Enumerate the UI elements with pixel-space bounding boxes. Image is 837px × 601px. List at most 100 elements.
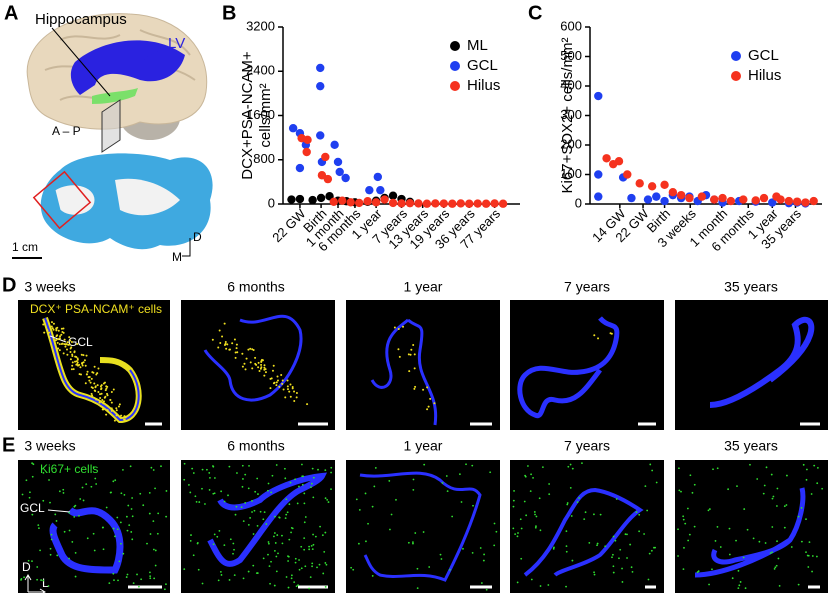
cell-dot bbox=[247, 348, 250, 351]
cell-dot bbox=[50, 325, 53, 328]
cell-dot bbox=[260, 366, 263, 369]
cell-dot bbox=[32, 463, 35, 466]
cell-dot bbox=[233, 574, 236, 576]
cell-dot bbox=[204, 503, 206, 505]
cell-dot bbox=[63, 530, 66, 533]
cell-dot bbox=[412, 488, 415, 491]
cell-dot bbox=[407, 541, 410, 544]
data-point bbox=[456, 199, 465, 208]
cell-dot bbox=[277, 552, 279, 555]
data-point bbox=[330, 140, 339, 150]
cell-dot bbox=[43, 331, 46, 334]
cell-dot bbox=[42, 471, 45, 474]
cell-dot bbox=[96, 384, 99, 387]
cell-dot bbox=[771, 497, 774, 500]
image-label: GCL bbox=[68, 335, 93, 349]
cell-dot bbox=[81, 486, 84, 489]
cell-dot bbox=[783, 526, 786, 529]
cell-dot bbox=[218, 329, 221, 332]
cell-dot bbox=[102, 548, 105, 551]
y-tick-label: 300 bbox=[560, 107, 582, 122]
cell-dot bbox=[807, 554, 810, 557]
cell-dot bbox=[288, 390, 291, 393]
cell-dot bbox=[513, 490, 515, 492]
cell-dot bbox=[777, 557, 780, 560]
cell-dot bbox=[229, 538, 232, 541]
cell-dot bbox=[66, 341, 69, 344]
cell-dot bbox=[612, 571, 615, 574]
cell-dot bbox=[756, 478, 759, 480]
cell-dot bbox=[618, 557, 620, 560]
cell-dot bbox=[47, 585, 50, 587]
data-point bbox=[295, 194, 305, 204]
cell-dot bbox=[108, 582, 111, 585]
data-point bbox=[448, 199, 457, 208]
cell-dot bbox=[228, 579, 231, 581]
cell-dot bbox=[118, 560, 121, 563]
cell-dot bbox=[293, 400, 296, 403]
cell-dot bbox=[471, 464, 474, 467]
cell-dot bbox=[225, 347, 228, 350]
cell-dot bbox=[330, 471, 332, 474]
cell-dot bbox=[83, 359, 86, 362]
cell-dot bbox=[106, 404, 109, 407]
data-point bbox=[316, 63, 325, 73]
cell-dot bbox=[140, 578, 143, 581]
cell-dot bbox=[82, 354, 85, 357]
cell-dot bbox=[81, 364, 84, 367]
legend-marker bbox=[450, 41, 460, 51]
cell-dot bbox=[288, 538, 291, 541]
cell-dot bbox=[311, 562, 314, 565]
cell-dot bbox=[132, 582, 135, 585]
cell-dot bbox=[776, 487, 779, 490]
cell-dot bbox=[482, 559, 485, 562]
cell-dot bbox=[241, 365, 244, 368]
cell-dot bbox=[131, 497, 134, 499]
cell-dot bbox=[689, 474, 692, 477]
cell-dot bbox=[105, 506, 108, 509]
cell-dot bbox=[212, 465, 214, 467]
cell-dot bbox=[212, 543, 215, 546]
cell-dot bbox=[267, 553, 269, 556]
cell-dot bbox=[682, 515, 685, 518]
cell-dot bbox=[112, 388, 115, 391]
cell-dot bbox=[312, 476, 315, 479]
cell-dot bbox=[303, 548, 306, 551]
cell-dot bbox=[479, 547, 482, 549]
cell-dot bbox=[596, 542, 599, 545]
cell-dot bbox=[233, 338, 236, 341]
cell-dot bbox=[74, 360, 77, 363]
cell-dot bbox=[49, 501, 51, 504]
cell-dot bbox=[31, 560, 33, 563]
data-point bbox=[317, 171, 327, 180]
cell-dot bbox=[771, 526, 774, 528]
cell-dot bbox=[242, 577, 245, 580]
cell-dot bbox=[350, 566, 353, 569]
cell-dot bbox=[512, 527, 515, 530]
cell-dot bbox=[110, 390, 113, 393]
cell-dot bbox=[373, 485, 376, 488]
cell-dot bbox=[50, 538, 53, 541]
cell-dot bbox=[90, 377, 93, 380]
cell-dot bbox=[242, 520, 245, 523]
cell-dot bbox=[119, 521, 122, 524]
cell-dot bbox=[629, 543, 632, 546]
cell-dot bbox=[678, 467, 680, 470]
cell-dot bbox=[567, 465, 570, 468]
cell-dot bbox=[697, 570, 700, 573]
cell-dot bbox=[303, 502, 306, 505]
data-point bbox=[718, 193, 727, 203]
cell-dot bbox=[758, 540, 761, 543]
cell-dot bbox=[738, 584, 741, 587]
data-point bbox=[635, 179, 644, 188]
data-point bbox=[376, 185, 385, 195]
cell-dot bbox=[69, 350, 72, 353]
image-label: Ki67+ cells bbox=[40, 462, 98, 476]
cell-dot bbox=[226, 343, 229, 346]
cell-dot bbox=[128, 524, 131, 527]
cell-dot bbox=[157, 512, 160, 515]
cell-dot bbox=[278, 385, 281, 388]
row-d: 3 weeks 6 months 1 year 7 years 35 years… bbox=[18, 279, 828, 430]
cell-dot bbox=[117, 405, 120, 408]
cell-dot bbox=[324, 562, 327, 564]
